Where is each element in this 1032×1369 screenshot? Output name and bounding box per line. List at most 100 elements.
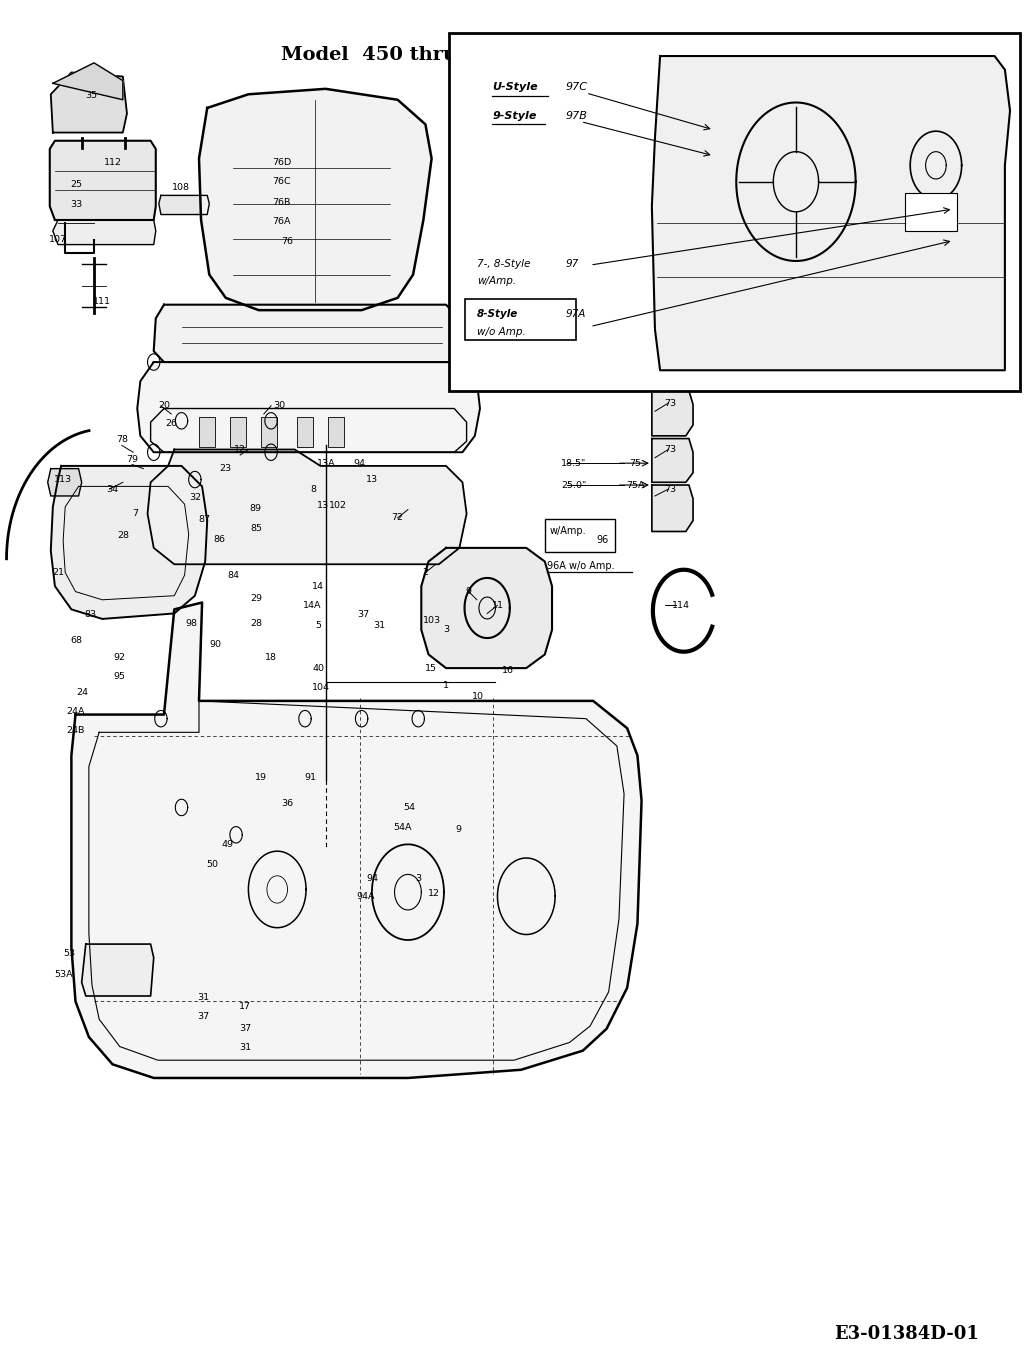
- Text: 13: 13: [317, 501, 328, 511]
- Text: 31: 31: [197, 993, 209, 1002]
- Text: 13: 13: [366, 475, 378, 485]
- Text: 9: 9: [455, 824, 461, 834]
- Text: 24A: 24A: [66, 708, 85, 716]
- Text: 85: 85: [251, 524, 262, 534]
- Text: 18.5": 18.5": [561, 459, 586, 468]
- Text: 20: 20: [158, 401, 170, 411]
- Text: 15: 15: [424, 664, 437, 672]
- Text: 108: 108: [171, 182, 190, 192]
- Text: 5: 5: [316, 622, 321, 630]
- Text: 1: 1: [443, 682, 449, 690]
- Text: 79: 79: [126, 455, 138, 464]
- Text: 2: 2: [422, 568, 428, 576]
- Text: 24: 24: [76, 689, 89, 697]
- Text: 14: 14: [313, 582, 324, 590]
- Text: 8-Style: 8-Style: [477, 309, 518, 319]
- Text: 91: 91: [304, 773, 316, 782]
- Polygon shape: [199, 89, 431, 311]
- Text: 35: 35: [85, 92, 97, 100]
- Polygon shape: [652, 485, 694, 531]
- Text: 94A: 94A: [356, 891, 375, 901]
- Text: 112: 112: [103, 157, 122, 167]
- Text: 76C: 76C: [272, 177, 291, 186]
- Text: 40: 40: [313, 664, 324, 672]
- Bar: [464, 300, 576, 341]
- Bar: [297, 416, 314, 446]
- Text: 14A: 14A: [303, 601, 321, 609]
- Text: 107: 107: [49, 234, 67, 244]
- Polygon shape: [421, 548, 552, 668]
- Bar: [230, 416, 247, 446]
- Polygon shape: [137, 361, 480, 452]
- Text: w/o Amp.: w/o Amp.: [477, 327, 525, 337]
- Text: 113: 113: [54, 475, 72, 485]
- Text: 83: 83: [85, 611, 97, 619]
- Text: 8: 8: [311, 485, 316, 494]
- Text: 73: 73: [665, 445, 676, 455]
- Text: 32: 32: [189, 493, 201, 502]
- Bar: [449, 33, 1021, 390]
- Text: 76A: 76A: [272, 216, 291, 226]
- Text: 28: 28: [117, 531, 129, 541]
- Text: 76: 76: [282, 237, 293, 246]
- Text: 97: 97: [566, 259, 579, 268]
- Text: w/Amp.: w/Amp.: [550, 527, 586, 537]
- Text: 53: 53: [63, 949, 75, 958]
- Text: 13A: 13A: [317, 459, 336, 468]
- Text: 28: 28: [251, 619, 262, 627]
- Text: 94: 94: [354, 459, 365, 468]
- Text: w/Amp.: w/Amp.: [477, 277, 516, 286]
- Text: 18: 18: [265, 653, 277, 661]
- Polygon shape: [47, 468, 82, 496]
- Polygon shape: [652, 438, 694, 482]
- Text: 37: 37: [239, 1024, 252, 1034]
- Text: 11: 11: [491, 601, 504, 609]
- Text: 37: 37: [358, 611, 369, 619]
- Text: 97A: 97A: [566, 309, 586, 319]
- Text: 92: 92: [114, 653, 126, 661]
- Bar: [905, 193, 957, 231]
- Text: 25: 25: [70, 179, 83, 189]
- Text: 7: 7: [132, 509, 138, 519]
- Text: 75A: 75A: [626, 481, 645, 490]
- Text: 111: 111: [93, 297, 111, 307]
- Text: 73: 73: [665, 485, 676, 494]
- Text: 10: 10: [472, 693, 484, 701]
- Text: 29: 29: [251, 594, 262, 602]
- Text: 34: 34: [106, 485, 119, 494]
- Text: 26: 26: [165, 419, 178, 428]
- Bar: [327, 416, 344, 446]
- Text: U-Style: U-Style: [492, 82, 538, 93]
- Text: 54: 54: [402, 804, 415, 812]
- Text: 78: 78: [116, 435, 128, 445]
- Text: 16: 16: [502, 667, 514, 675]
- Polygon shape: [159, 196, 209, 215]
- Polygon shape: [53, 63, 123, 100]
- Text: 9: 9: [465, 587, 472, 596]
- Text: 95: 95: [114, 672, 126, 680]
- Text: 30: 30: [273, 401, 285, 411]
- Text: 76B: 76B: [272, 197, 291, 207]
- Text: 37: 37: [197, 1012, 209, 1021]
- Text: 98: 98: [186, 619, 198, 627]
- Text: 102: 102: [329, 501, 347, 511]
- Text: 68: 68: [70, 637, 83, 645]
- Text: 86: 86: [214, 535, 226, 545]
- Text: 31: 31: [239, 1043, 252, 1053]
- Text: 33: 33: [70, 200, 83, 209]
- Text: 114: 114: [672, 601, 689, 609]
- Text: 54A: 54A: [393, 823, 412, 832]
- Polygon shape: [82, 945, 154, 997]
- Text: 89: 89: [250, 504, 261, 513]
- Text: 17: 17: [239, 1002, 252, 1012]
- Text: 73: 73: [665, 398, 676, 408]
- Text: 96A w/o Amp.: 96A w/o Amp.: [547, 561, 614, 571]
- Bar: [261, 416, 278, 446]
- Polygon shape: [652, 56, 1010, 370]
- Text: 97B: 97B: [566, 111, 587, 120]
- Text: 49: 49: [222, 839, 234, 849]
- Text: 19: 19: [255, 773, 266, 782]
- Text: 90: 90: [209, 641, 222, 649]
- Polygon shape: [50, 141, 156, 220]
- Bar: [199, 416, 216, 446]
